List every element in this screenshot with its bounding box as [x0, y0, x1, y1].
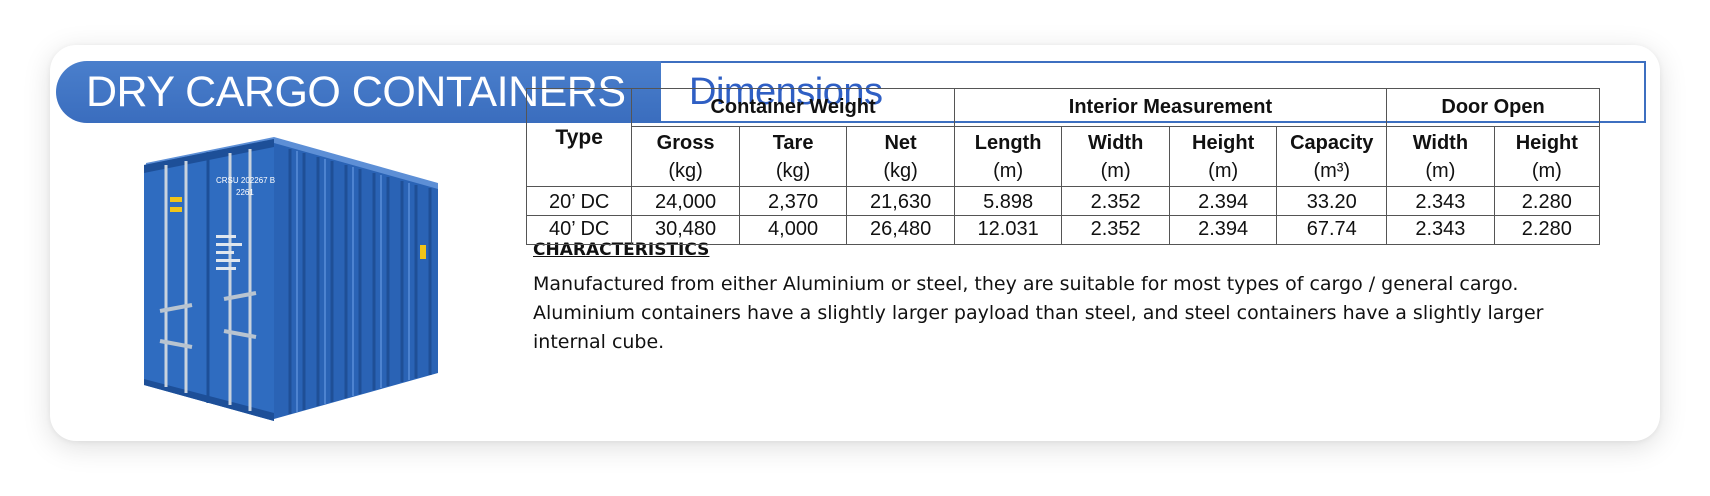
row-net: 21,630 [846, 186, 955, 216]
length-header: Length (m) [953, 126, 1063, 187]
container-weight-header: Container Weight [631, 88, 955, 127]
dimensions-table: Type Container Weight Interior Measureme… [525, 88, 1601, 245]
table-row: 20’ DC 24,000 2,370 21,630 5.898 2.352 2… [525, 186, 1601, 216]
row-height: 2.394 [1168, 186, 1278, 216]
row-capacity: 67.74 [1276, 215, 1388, 245]
row-length: 12.031 [953, 215, 1063, 245]
row-height: 2.394 [1168, 215, 1278, 245]
row-net: 26,480 [846, 215, 955, 245]
door-marking-1: CRSU 202267 B [216, 176, 275, 185]
row-width: 2.352 [1061, 186, 1170, 216]
row-gross: 24,000 [631, 186, 740, 216]
interior-measurement-header: Interior Measurement [953, 88, 1388, 127]
row-tare: 4,000 [738, 215, 848, 245]
row-door-width: 2.343 [1386, 215, 1495, 245]
info-card: DRY CARGO CONTAINERS Dimensions [50, 45, 1660, 441]
row-type: 40’ DC [525, 215, 633, 245]
row-capacity: 33.20 [1276, 186, 1388, 216]
row-door-height: 2.280 [1493, 186, 1601, 216]
row-door-width: 2.343 [1386, 186, 1495, 216]
door-width-header: Width (m) [1386, 126, 1495, 187]
container-side [274, 143, 438, 419]
door-marking-2: 2261 [236, 188, 254, 197]
shipping-container-illustration: CRSU 202267 B 2261 [144, 137, 438, 421]
tare-header: Tare (kg) [738, 126, 848, 187]
door-height-header: Height (m) [1493, 126, 1601, 187]
row-type: 20’ DC [525, 186, 633, 216]
net-header: Net (kg) [846, 126, 955, 187]
table-row: 40’ DC 30,480 4,000 26,480 12.031 2.352 … [525, 215, 1601, 245]
capacity-header: Capacity (m³) [1276, 126, 1388, 187]
type-header: Type [525, 88, 633, 187]
width-header: Width (m) [1061, 126, 1170, 187]
door-open-header: Door Open [1386, 88, 1600, 127]
height-header: Height (m) [1168, 126, 1278, 187]
row-gross: 30,480 [631, 215, 740, 245]
row-tare: 2,370 [738, 186, 848, 216]
characteristics-text: Manufactured from either Aluminium or st… [533, 273, 1544, 353]
row-length: 5.898 [953, 186, 1063, 216]
characteristics-heading: CHARACTERISTICS [533, 240, 710, 260]
row-door-height: 2.280 [1493, 215, 1601, 245]
row-width: 2.352 [1061, 215, 1170, 245]
gross-header: Gross (kg) [631, 126, 740, 187]
